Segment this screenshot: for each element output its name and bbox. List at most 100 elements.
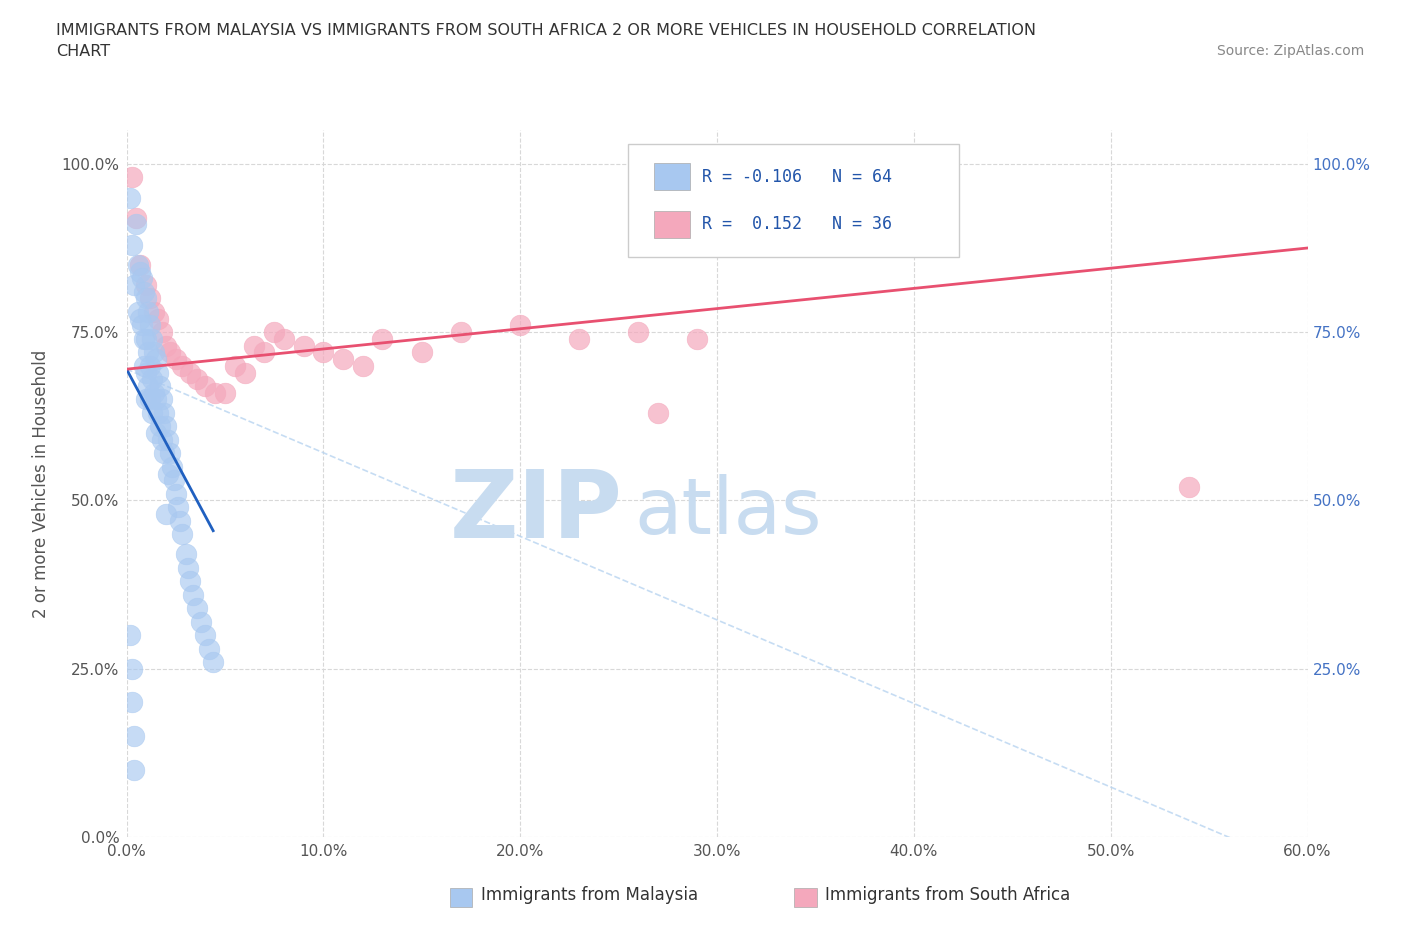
- Point: [411, 345, 433, 360]
- Point: [153, 445, 176, 460]
- Point: [125, 210, 148, 225]
- Point: [141, 372, 163, 387]
- Point: [136, 379, 159, 393]
- Point: [139, 392, 162, 407]
- Point: [224, 358, 246, 373]
- Point: [121, 661, 143, 676]
- Point: [371, 331, 394, 346]
- Point: [143, 345, 166, 360]
- Text: R = -0.106   N = 64: R = -0.106 N = 64: [702, 167, 891, 186]
- FancyBboxPatch shape: [654, 164, 690, 191]
- Point: [141, 331, 163, 346]
- Point: [163, 472, 186, 487]
- Point: [233, 365, 256, 380]
- Point: [131, 271, 153, 286]
- Point: [179, 365, 201, 380]
- Point: [160, 459, 183, 474]
- Point: [146, 312, 169, 326]
- Point: [145, 392, 167, 407]
- Text: IMMIGRANTS FROM MALAYSIA VS IMMIGRANTS FROM SOUTH AFRICA 2 OR MORE VEHICLES IN H: IMMIGRANTS FROM MALAYSIA VS IMMIGRANTS F…: [56, 23, 1036, 38]
- Point: [129, 264, 152, 279]
- Point: [136, 345, 159, 360]
- Text: ZIP: ZIP: [450, 466, 623, 558]
- Point: [214, 385, 236, 400]
- Point: [139, 358, 162, 373]
- Point: [169, 513, 191, 528]
- Point: [509, 318, 531, 333]
- Point: [146, 405, 169, 420]
- Point: [159, 345, 181, 360]
- Point: [139, 318, 162, 333]
- Point: [174, 547, 197, 562]
- Point: [243, 339, 266, 353]
- Point: [121, 237, 143, 252]
- Point: [129, 312, 152, 326]
- Point: [143, 385, 166, 400]
- Point: [120, 190, 142, 205]
- Point: [131, 318, 153, 333]
- Point: [155, 339, 177, 353]
- FancyBboxPatch shape: [654, 211, 690, 238]
- Point: [155, 507, 177, 522]
- Point: [198, 641, 221, 656]
- Point: [124, 763, 146, 777]
- FancyBboxPatch shape: [628, 144, 959, 258]
- Point: [141, 405, 163, 420]
- Point: [179, 574, 201, 589]
- Point: [450, 325, 472, 339]
- Point: [153, 405, 176, 420]
- Point: [125, 217, 148, 232]
- Point: [186, 372, 208, 387]
- Point: [120, 628, 142, 643]
- Point: [183, 587, 205, 602]
- Point: [627, 325, 650, 339]
- Point: [127, 258, 149, 272]
- Point: [194, 379, 217, 393]
- Point: [170, 526, 193, 541]
- Text: CHART: CHART: [56, 44, 110, 59]
- Point: [135, 291, 157, 306]
- Point: [176, 560, 198, 575]
- Point: [135, 365, 157, 380]
- Text: atlas: atlas: [634, 474, 823, 550]
- Point: [568, 331, 591, 346]
- Point: [127, 304, 149, 319]
- Point: [145, 426, 167, 441]
- Point: [1178, 480, 1201, 495]
- Y-axis label: 2 or more Vehicles in Household: 2 or more Vehicles in Household: [32, 350, 51, 618]
- Point: [273, 331, 295, 346]
- Point: [149, 379, 172, 393]
- Point: [150, 432, 173, 447]
- Point: [194, 628, 217, 643]
- Point: [647, 405, 669, 420]
- Point: [352, 358, 374, 373]
- Point: [159, 445, 181, 460]
- Text: Source: ZipAtlas.com: Source: ZipAtlas.com: [1216, 44, 1364, 58]
- Point: [139, 291, 162, 306]
- Point: [136, 304, 159, 319]
- Point: [129, 258, 152, 272]
- Point: [149, 418, 172, 433]
- Point: [143, 304, 166, 319]
- Point: [134, 331, 156, 346]
- Point: [263, 325, 285, 339]
- Point: [135, 392, 157, 407]
- Point: [124, 728, 146, 743]
- Point: [292, 339, 315, 353]
- Point: [165, 486, 187, 501]
- Point: [135, 331, 157, 346]
- Point: [156, 466, 179, 481]
- Point: [166, 499, 188, 514]
- Point: [253, 345, 276, 360]
- Point: [186, 601, 208, 616]
- Point: [156, 432, 179, 447]
- Point: [202, 655, 225, 670]
- Text: Immigrants from Malaysia: Immigrants from Malaysia: [481, 885, 697, 904]
- Point: [155, 418, 177, 433]
- Point: [134, 358, 156, 373]
- Point: [121, 170, 143, 185]
- Point: [145, 352, 167, 366]
- Point: [332, 352, 354, 366]
- Point: [312, 345, 335, 360]
- Point: [170, 358, 193, 373]
